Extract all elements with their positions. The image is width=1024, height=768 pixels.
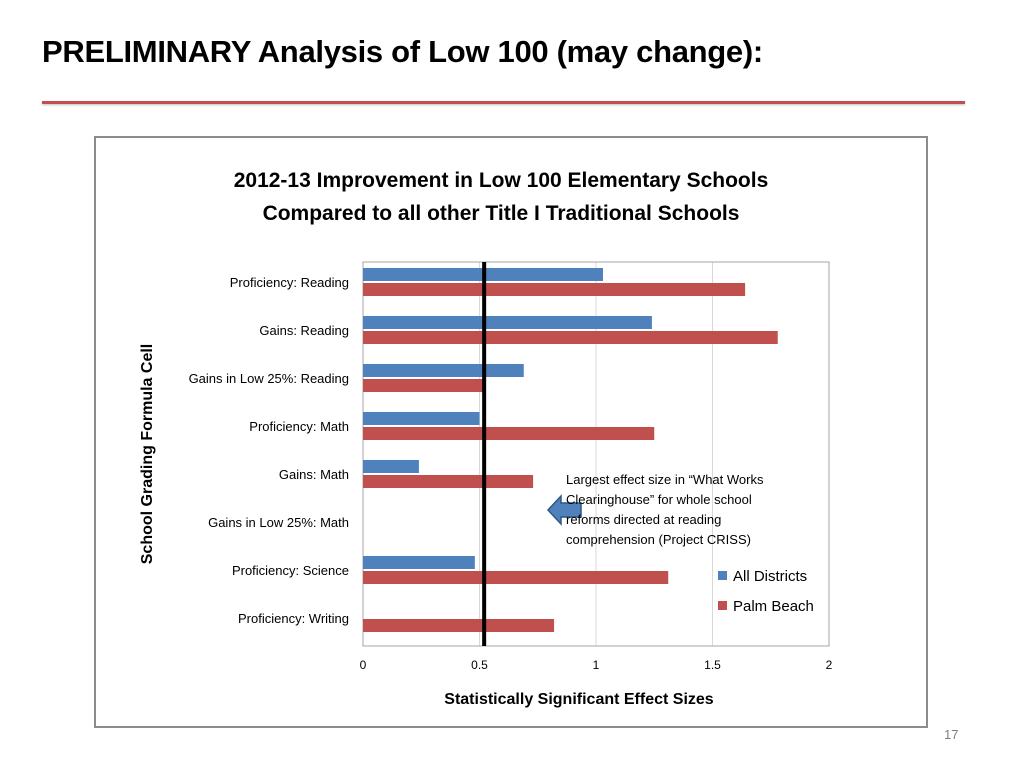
annotation-arrow-icon [546, 494, 582, 526]
bar-all-districts-proficiency-math [363, 412, 480, 425]
y-axis-title: School Grading Formula Cell [139, 344, 156, 564]
plot-area [362, 261, 830, 647]
x-tick-label: 1.5 [704, 658, 721, 672]
bar-palm-beach-proficiency-writing [363, 619, 555, 632]
legend: All Districts Palm Beach [718, 568, 814, 615]
chart-title-line-1: 2012-13 Improvement in Low 100 Elementar… [234, 169, 769, 192]
bar-palm-beach-proficiency-reading [363, 283, 746, 296]
slide-title: PRELIMINARY Analysis of Low 100 (may cha… [42, 34, 763, 69]
effect-size-chart: 2012-13 Improvement in Low 100 Elementar… [139, 169, 833, 708]
bar-all-districts-gains-in-low-25-reading [363, 364, 524, 377]
category-labels: Proficiency: Reading Gains: Reading Gains … [189, 275, 349, 626]
bar-palm-beach-gains-in-low-25-reading [363, 379, 485, 392]
legend-label-palm-beach: Palm Beach [733, 598, 814, 615]
bar-all-districts-gains-math [363, 460, 419, 473]
category-label: Gains in Low 25%: Math [208, 515, 349, 530]
category-label: Proficiency: Reading [230, 275, 349, 290]
bar-all-districts-proficiency-science [363, 556, 475, 569]
bar-palm-beach-proficiency-science [363, 571, 669, 584]
annotation-line-4: comprehension (Project CRISS) [566, 532, 751, 547]
legend-swatch-palm-beach [718, 601, 727, 610]
x-tick-label: 2 [826, 658, 833, 672]
bar-palm-beach-gains-math [363, 475, 534, 488]
legend-label-all-districts: All Districts [733, 568, 807, 585]
chart-title-line-2: Compared to all other Title I Traditiona… [263, 202, 740, 225]
annotation: Largest effect size in “What Works Clear… [566, 472, 764, 547]
x-axis-title: Statistically Significant Effect Sizes [444, 691, 714, 708]
bars [363, 268, 778, 632]
bar-all-districts-gains-reading [363, 316, 652, 329]
legend-swatch-all-districts [718, 571, 727, 580]
page-number: 17 [944, 727, 959, 742]
category-label: Proficiency: Science [232, 563, 349, 578]
bar-palm-beach-proficiency-math [363, 427, 655, 440]
x-tick-labels: 0 0.5 1 1.5 2 [360, 658, 833, 672]
x-tick-label: 0 [360, 658, 367, 672]
title-divider [42, 101, 965, 104]
category-label: Proficiency: Writing [238, 611, 349, 626]
chart-frame: 2012-13 Improvement in Low 100 Elementar… [94, 136, 928, 728]
x-tick-label: 0.5 [471, 658, 488, 672]
bar-palm-beach-gains-reading [363, 331, 778, 344]
category-label: Gains in Low 25%: Reading [189, 371, 349, 386]
category-label: Gains: Reading [259, 323, 349, 338]
annotation-line-2: Clearinghouse” for whole school [566, 492, 752, 507]
annotation-line-1: Largest effect size in “What Works [566, 472, 764, 487]
x-tick-label: 1 [593, 658, 600, 672]
category-label: Gains: Math [279, 467, 349, 482]
category-label: Proficiency: Math [249, 419, 349, 434]
annotation-line-3: reforms directed at reading [566, 512, 721, 527]
